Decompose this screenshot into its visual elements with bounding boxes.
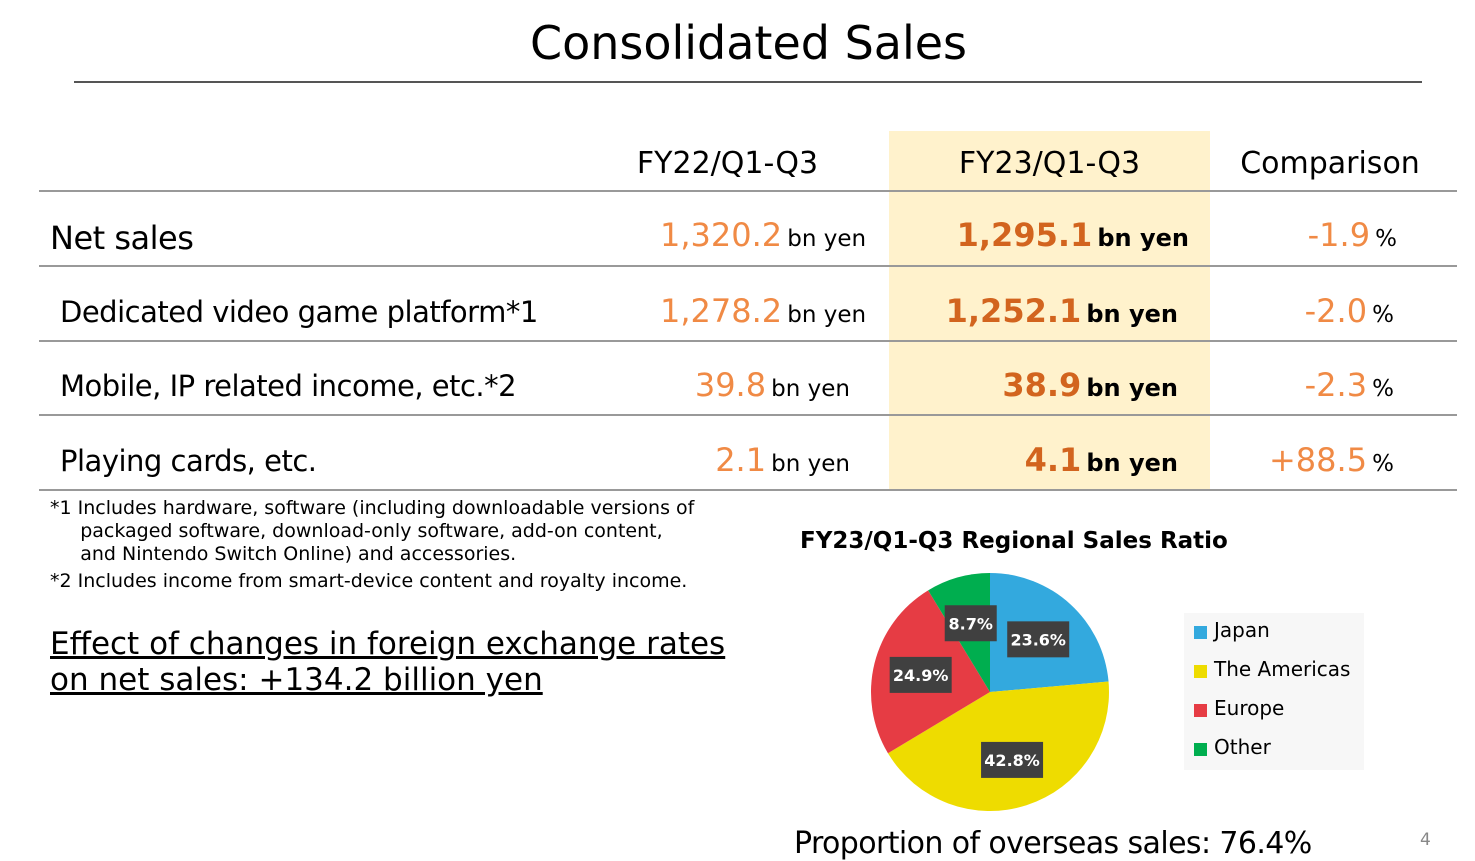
pie-chart: 23.6% 42.8% 24.9% 8.7% bbox=[871, 573, 1109, 811]
fy23-number: 1,295.1 bbox=[956, 216, 1093, 254]
row-label: Dedicated video game platform*1 bbox=[60, 295, 538, 329]
title-divider bbox=[74, 81, 1422, 83]
data-label: 23.6% bbox=[1007, 621, 1070, 658]
overseas-proportion: Proportion of overseas sales: 76.4% bbox=[794, 826, 1312, 861]
fy23-number: 4.1 bbox=[1024, 441, 1082, 479]
unit: bn yen bbox=[787, 302, 867, 328]
legend-label: Japan bbox=[1214, 618, 1270, 642]
data-label: 42.8% bbox=[981, 741, 1044, 778]
data-label-box bbox=[981, 741, 1044, 778]
row-divider bbox=[39, 340, 1457, 342]
legend-swatch bbox=[1194, 625, 1207, 639]
data-label-text: 23.6% bbox=[1010, 630, 1066, 649]
percent-sign: % bbox=[1372, 451, 1394, 477]
comparison-number: -2.0 bbox=[1304, 292, 1368, 330]
percent-sign: % bbox=[1375, 226, 1397, 252]
data-label-box bbox=[1007, 621, 1070, 658]
fy23-value: 4.1 bn yen bbox=[889, 441, 1178, 479]
header-fy22: FY22/Q1-Q3 bbox=[636, 146, 819, 181]
data-label-text: 24.9% bbox=[893, 666, 949, 685]
percent-sign: % bbox=[1372, 302, 1394, 328]
percent-sign: % bbox=[1372, 376, 1394, 402]
legend-swatch bbox=[1194, 664, 1207, 678]
legend-item: Europe bbox=[1194, 696, 1284, 720]
footnote-1: *1 Includes hardware, software (includin… bbox=[50, 497, 695, 565]
unit: bn yen bbox=[1097, 224, 1189, 252]
row-label: Net sales bbox=[50, 219, 194, 257]
header-fy23: FY23/Q1-Q3 bbox=[958, 146, 1141, 181]
fy22-number: 39.8 bbox=[694, 366, 767, 404]
unit: bn yen bbox=[1086, 374, 1178, 402]
fy22-value: 1,320.2 bn yen bbox=[660, 216, 866, 254]
fy22-number: 1,278.2 bbox=[660, 292, 783, 330]
fy22-number: 2.1 bbox=[715, 441, 767, 479]
legend-swatch bbox=[1194, 703, 1207, 717]
row-divider bbox=[39, 489, 1457, 491]
legend-item: Japan bbox=[1194, 618, 1270, 642]
data-label-box bbox=[889, 656, 952, 693]
comparison-number: -1.9 bbox=[1307, 216, 1371, 254]
chart-legend: Japan The Americas Europe Other bbox=[1184, 613, 1364, 770]
fy22-value: 2.1 bn yen bbox=[660, 441, 850, 479]
row-divider bbox=[39, 190, 1457, 192]
unit: bn yen bbox=[1086, 300, 1178, 328]
data-label-box bbox=[944, 605, 997, 642]
fx-line-1: Effect of changes in foreign exchange ra… bbox=[50, 626, 726, 662]
fx-line-2: on net sales: +134.2 billion yen bbox=[50, 662, 543, 698]
data-label: 8.7% bbox=[944, 605, 997, 642]
comparison-number: -2.3 bbox=[1304, 366, 1368, 404]
page-number: 4 bbox=[1420, 830, 1431, 850]
comparison-value: -1.9 % bbox=[1210, 216, 1397, 254]
header-comparison: Comparison bbox=[1240, 146, 1420, 181]
data-label: 24.9% bbox=[889, 656, 952, 693]
fy23-number: 1,252.1 bbox=[945, 292, 1082, 330]
legend-label: The Americas bbox=[1214, 657, 1351, 681]
row-label: Playing cards, etc. bbox=[60, 444, 317, 478]
legend-label: Europe bbox=[1214, 696, 1285, 720]
unit: bn yen bbox=[1086, 449, 1178, 477]
legend-label: Other bbox=[1214, 735, 1271, 759]
row-label: Mobile, IP related income, etc.*2 bbox=[60, 369, 517, 403]
fy22-value: 1,278.2 bn yen bbox=[660, 292, 866, 330]
row-divider bbox=[39, 265, 1457, 267]
comparison-value: -2.3 % bbox=[1210, 366, 1394, 404]
legend-swatch bbox=[1194, 742, 1207, 756]
unit: bn yen bbox=[787, 226, 867, 252]
fy23-value: 38.9 bn yen bbox=[889, 366, 1178, 404]
chart-title: FY23/Q1-Q3 Regional Sales Ratio bbox=[800, 528, 1228, 554]
page-title: Consolidated Sales bbox=[529, 16, 968, 70]
data-label-text: 8.7% bbox=[949, 614, 993, 633]
row-divider bbox=[39, 414, 1457, 416]
comparison-value: +88.5 % bbox=[1210, 441, 1394, 479]
legend-item: The Americas bbox=[1194, 657, 1350, 681]
fy23-number: 38.9 bbox=[1002, 366, 1082, 404]
fy23-value: 1,252.1 bn yen bbox=[889, 292, 1178, 330]
fx-effect-text: Effect of changes in foreign exchange ra… bbox=[50, 626, 725, 698]
unit: bn yen bbox=[771, 376, 850, 402]
fy22-value: 39.8 bn yen bbox=[660, 366, 850, 404]
data-label-text: 42.8% bbox=[984, 751, 1040, 770]
unit: bn yen bbox=[771, 451, 850, 477]
legend-item: Other bbox=[1194, 735, 1271, 759]
fy23-value: 1,295.1 bn yen bbox=[889, 216, 1189, 254]
comparison-number: +88.5 bbox=[1268, 441, 1368, 479]
fy22-number: 1,320.2 bbox=[660, 216, 783, 254]
footnote-2: *2 Includes income from smart-device con… bbox=[50, 570, 688, 592]
comparison-value: -2.0 % bbox=[1210, 292, 1394, 330]
